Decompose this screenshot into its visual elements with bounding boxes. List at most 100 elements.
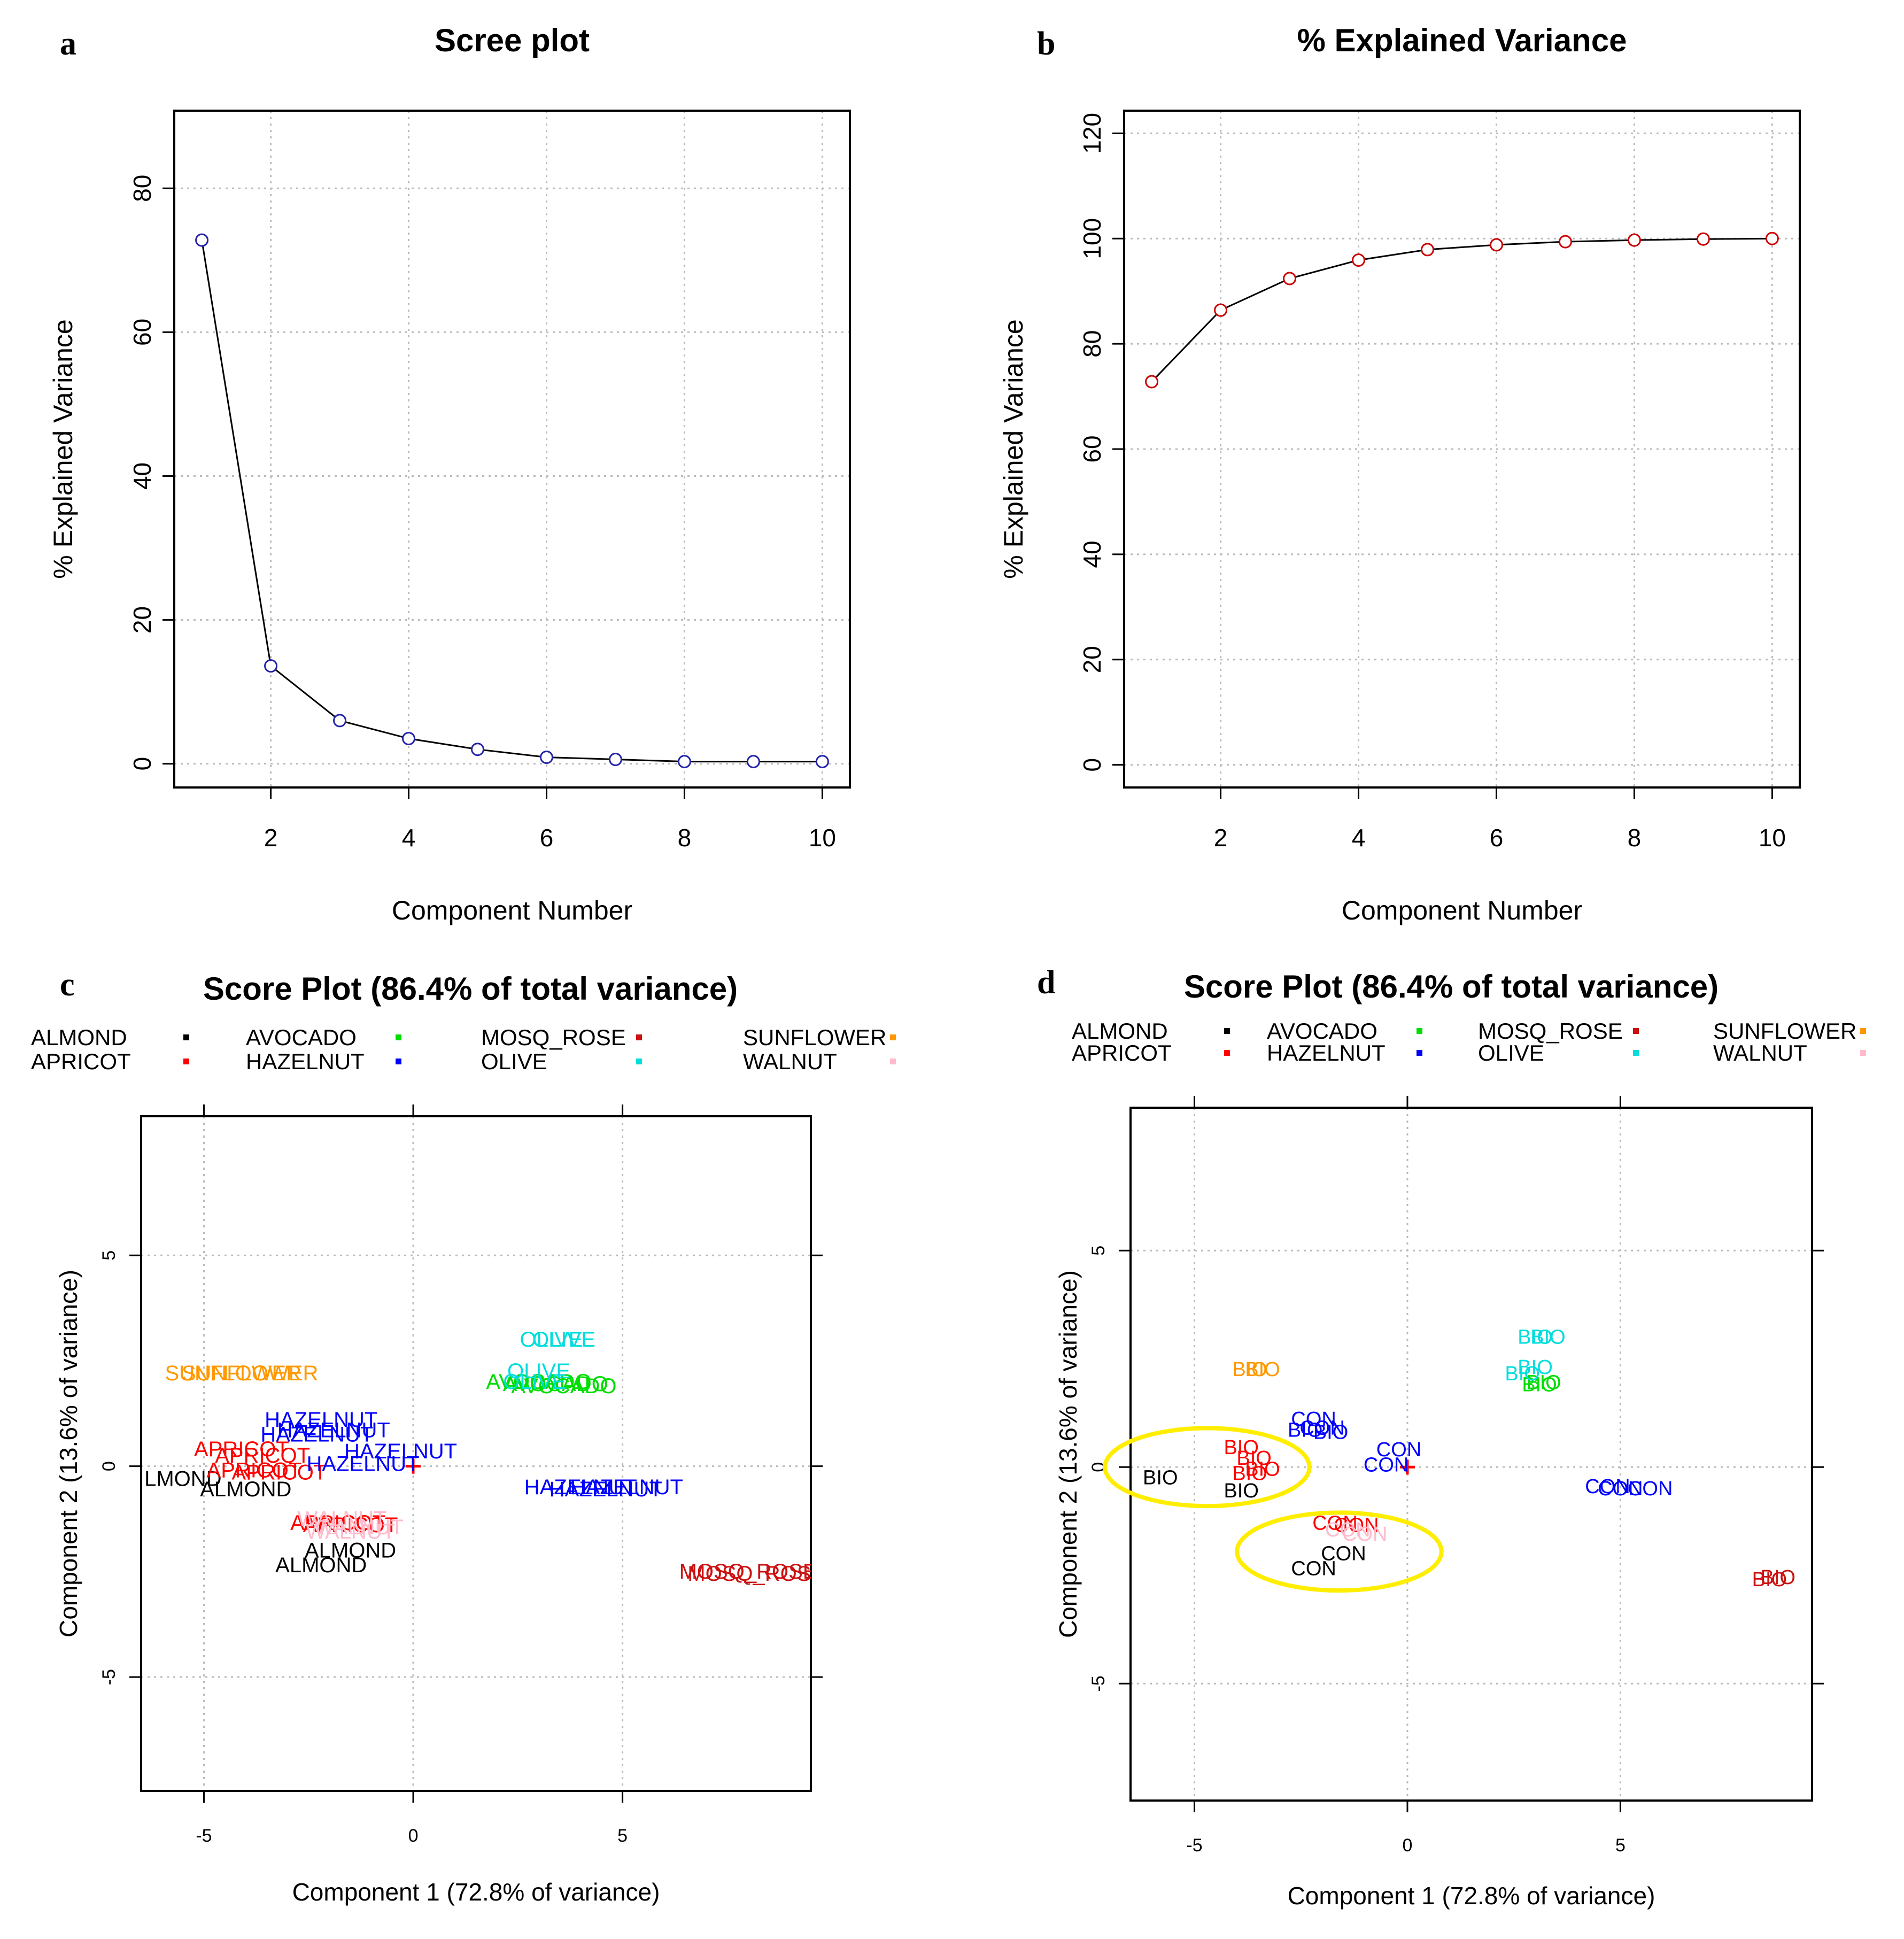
plot-frame (1123, 110, 1801, 789)
x-tick-label: 0 (408, 1826, 419, 1846)
point-label: WALNUT (297, 1507, 386, 1531)
panel-letter-d: d (1037, 964, 1055, 1001)
y-tick-label: 5 (1088, 1246, 1109, 1256)
data-point (746, 755, 760, 769)
point-label: WALNUT (306, 1520, 395, 1543)
y-tick-label: 5 (99, 1250, 119, 1261)
x-tick-label: 10 (809, 824, 836, 852)
y-axis-label: Component 2 (13.6% of variance) (1054, 1270, 1082, 1638)
legend-marker (396, 1034, 401, 1040)
point-label: BIO (1143, 1467, 1178, 1489)
point-label: CON (1291, 1408, 1336, 1431)
y-tick-label: 0 (1078, 758, 1106, 772)
data-point (815, 755, 829, 769)
x-axis-label: Component 1 (72.8% of variance) (1288, 1882, 1655, 1910)
legend-label: ALMOND (31, 1025, 127, 1050)
point-label: BIO (1522, 1373, 1557, 1396)
x-tick-label: 5 (617, 1826, 628, 1846)
point-label: MOSQ_ROSE (687, 1562, 825, 1586)
data-point (471, 743, 485, 756)
legend-label: OLIVE (481, 1049, 547, 1074)
data-point (1145, 375, 1159, 389)
point-label: BIO (1245, 1458, 1280, 1480)
y-axis-label: Component 2 (13.6% of variance) (55, 1270, 82, 1637)
point-label: OLIVE (532, 1328, 595, 1351)
plot-frame (1129, 1107, 1813, 1802)
point-label: CON (1321, 1542, 1366, 1565)
x-tick-label: -5 (196, 1826, 212, 1846)
x-tick-label: 6 (540, 824, 554, 852)
highlight-ellipse (1103, 1426, 1312, 1509)
chart-title: Score Plot (86.4% of total variance) (1184, 969, 1719, 1005)
legend-label: HAZELNUT (1267, 1040, 1386, 1065)
chart-title: Score Plot (86.4% of total variance) (203, 971, 738, 1007)
legend-label: AVOCADO (246, 1025, 357, 1050)
legend-marker (396, 1059, 401, 1064)
point-label: APRICOT (194, 1438, 289, 1461)
legend-marker (1224, 1050, 1230, 1056)
point-label: OLIVE (507, 1359, 570, 1383)
data-point (264, 659, 278, 673)
point-label: BIO (1224, 1480, 1258, 1502)
point-label: BIO (1224, 1436, 1258, 1459)
y-tick-label: 80 (1078, 330, 1106, 358)
x-axis-label: Component 1 (72.8% of variance) (292, 1878, 660, 1906)
point-label: APRICOT (207, 1459, 302, 1482)
point-label: MOSQ_ROSE (679, 1560, 817, 1583)
point-label: AVOCADO (486, 1370, 591, 1394)
legend-marker (1860, 1028, 1866, 1034)
legend-label: MOSQ_ROSE (1478, 1018, 1623, 1044)
point-label: BIO (1232, 1462, 1267, 1485)
y-tick-label: 0 (99, 1461, 119, 1471)
panel-letter-b: b (1037, 26, 1055, 62)
point-label: BIO (1752, 1569, 1787, 1591)
y-axis-label: % Explained Variance (999, 319, 1028, 578)
x-tick-label: 2 (264, 824, 278, 852)
point-label: HAZELNUT (524, 1476, 637, 1499)
y-tick-label: 20 (1078, 646, 1106, 673)
y-tick-label: 40 (128, 462, 156, 490)
legend-marker (1633, 1028, 1639, 1034)
point-label: APRICOT (303, 1513, 398, 1537)
point-label: BIO (1518, 1326, 1552, 1348)
point-label: CON (1598, 1478, 1643, 1500)
point-label: WALNUT (314, 1516, 404, 1539)
legend-label: OLIVE (1478, 1040, 1544, 1065)
x-tick-label: 0 (1403, 1835, 1413, 1856)
point-label: BIO (1232, 1358, 1267, 1381)
point-label: AVOCADO (511, 1374, 616, 1398)
point-label: CON (1312, 1512, 1357, 1535)
point-label: CON (1325, 1519, 1370, 1541)
data-point (677, 755, 691, 769)
point-label: CON (1628, 1478, 1673, 1500)
point-label: CON (1585, 1476, 1630, 1498)
point-label: BIO (1761, 1566, 1795, 1589)
x-axis-label: Component Number (1342, 895, 1582, 925)
x-tick-label: 4 (402, 824, 416, 852)
x-tick-label: -5 (1186, 1835, 1202, 1856)
point-label: CON (1291, 1558, 1336, 1580)
point-label: CON (1299, 1417, 1344, 1439)
legend-label: MOSQ_ROSE (481, 1025, 626, 1050)
point-label: HAZELNUT (277, 1419, 390, 1442)
y-tick-label: 60 (1078, 435, 1106, 462)
point-label: HAZELNUT (344, 1440, 457, 1463)
point-label: HAZELNUT (260, 1423, 373, 1447)
y-tick-label: 0 (128, 757, 156, 771)
data-point (195, 233, 209, 247)
legend-label: APRICOT (1072, 1040, 1172, 1065)
point-label: BIO (1288, 1419, 1322, 1441)
data-point (1421, 243, 1435, 257)
point-label: HAZELNUT (549, 1478, 662, 1501)
x-tick-label: 8 (678, 824, 692, 852)
legend-marker (183, 1059, 189, 1064)
legend-marker (890, 1059, 896, 1064)
legend-label: SUNFLOWER (743, 1025, 886, 1050)
data-point (1283, 272, 1297, 285)
point-label: LMOND (144, 1467, 221, 1490)
data-point (1352, 253, 1366, 267)
chart-title: % Explained Variance (1297, 22, 1627, 58)
point-label: BIO (1505, 1363, 1539, 1385)
legend-label: SUNFLOWER (1713, 1018, 1856, 1044)
